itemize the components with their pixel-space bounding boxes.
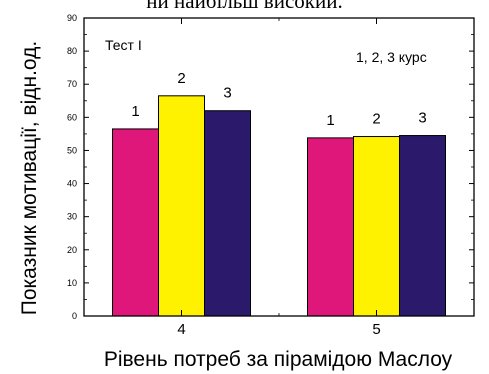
bar-series-label: 1 <box>131 103 139 120</box>
y-axis-ticks: 0 10 20 30 40 50 60 70 80 90 <box>67 13 474 321</box>
y-tick-label: 10 <box>67 278 77 288</box>
bar-4-series-3 <box>204 110 251 317</box>
bar-5-series-1 <box>307 137 354 317</box>
chart-title: Тест І <box>105 37 142 53</box>
course-annotation: 1, 2, 3 курс <box>356 49 427 65</box>
x-tick-label: 5 <box>372 321 380 338</box>
bar-5-series-2 <box>353 136 400 317</box>
y-tick-label: 0 <box>72 311 77 321</box>
x-axis-label: Рівень потреб за пірамідою Маслоу <box>104 348 453 371</box>
bar-5-series-3 <box>399 135 446 317</box>
bars-group <box>112 95 446 317</box>
y-tick-label: 30 <box>67 212 77 222</box>
y-tick-label: 60 <box>67 112 77 122</box>
y-tick-label: 80 <box>67 46 77 56</box>
y-tick-label: 70 <box>67 79 77 89</box>
y-tick-label: 50 <box>67 145 77 155</box>
bar-series-label: 3 <box>418 110 426 127</box>
bar-4-series-1 <box>112 128 159 317</box>
y-tick-label: 20 <box>67 245 77 255</box>
bar-series-label: 3 <box>223 85 231 102</box>
bar-series-label: 1 <box>326 112 334 129</box>
caption-fragment: ни найбільш високий. <box>146 0 343 13</box>
y-tick-label: 40 <box>67 179 77 189</box>
bar-series-label: 2 <box>372 111 380 128</box>
bar-4-series-2 <box>158 95 205 317</box>
bar-series-label: 2 <box>177 70 185 87</box>
y-axis-label: Показник мотивації, відн.од. <box>18 41 41 315</box>
bar-labels-group: 1 2 3 1 2 3 <box>131 70 426 129</box>
x-tick-label: 4 <box>177 321 185 338</box>
y-tick-label: 90 <box>67 13 77 23</box>
